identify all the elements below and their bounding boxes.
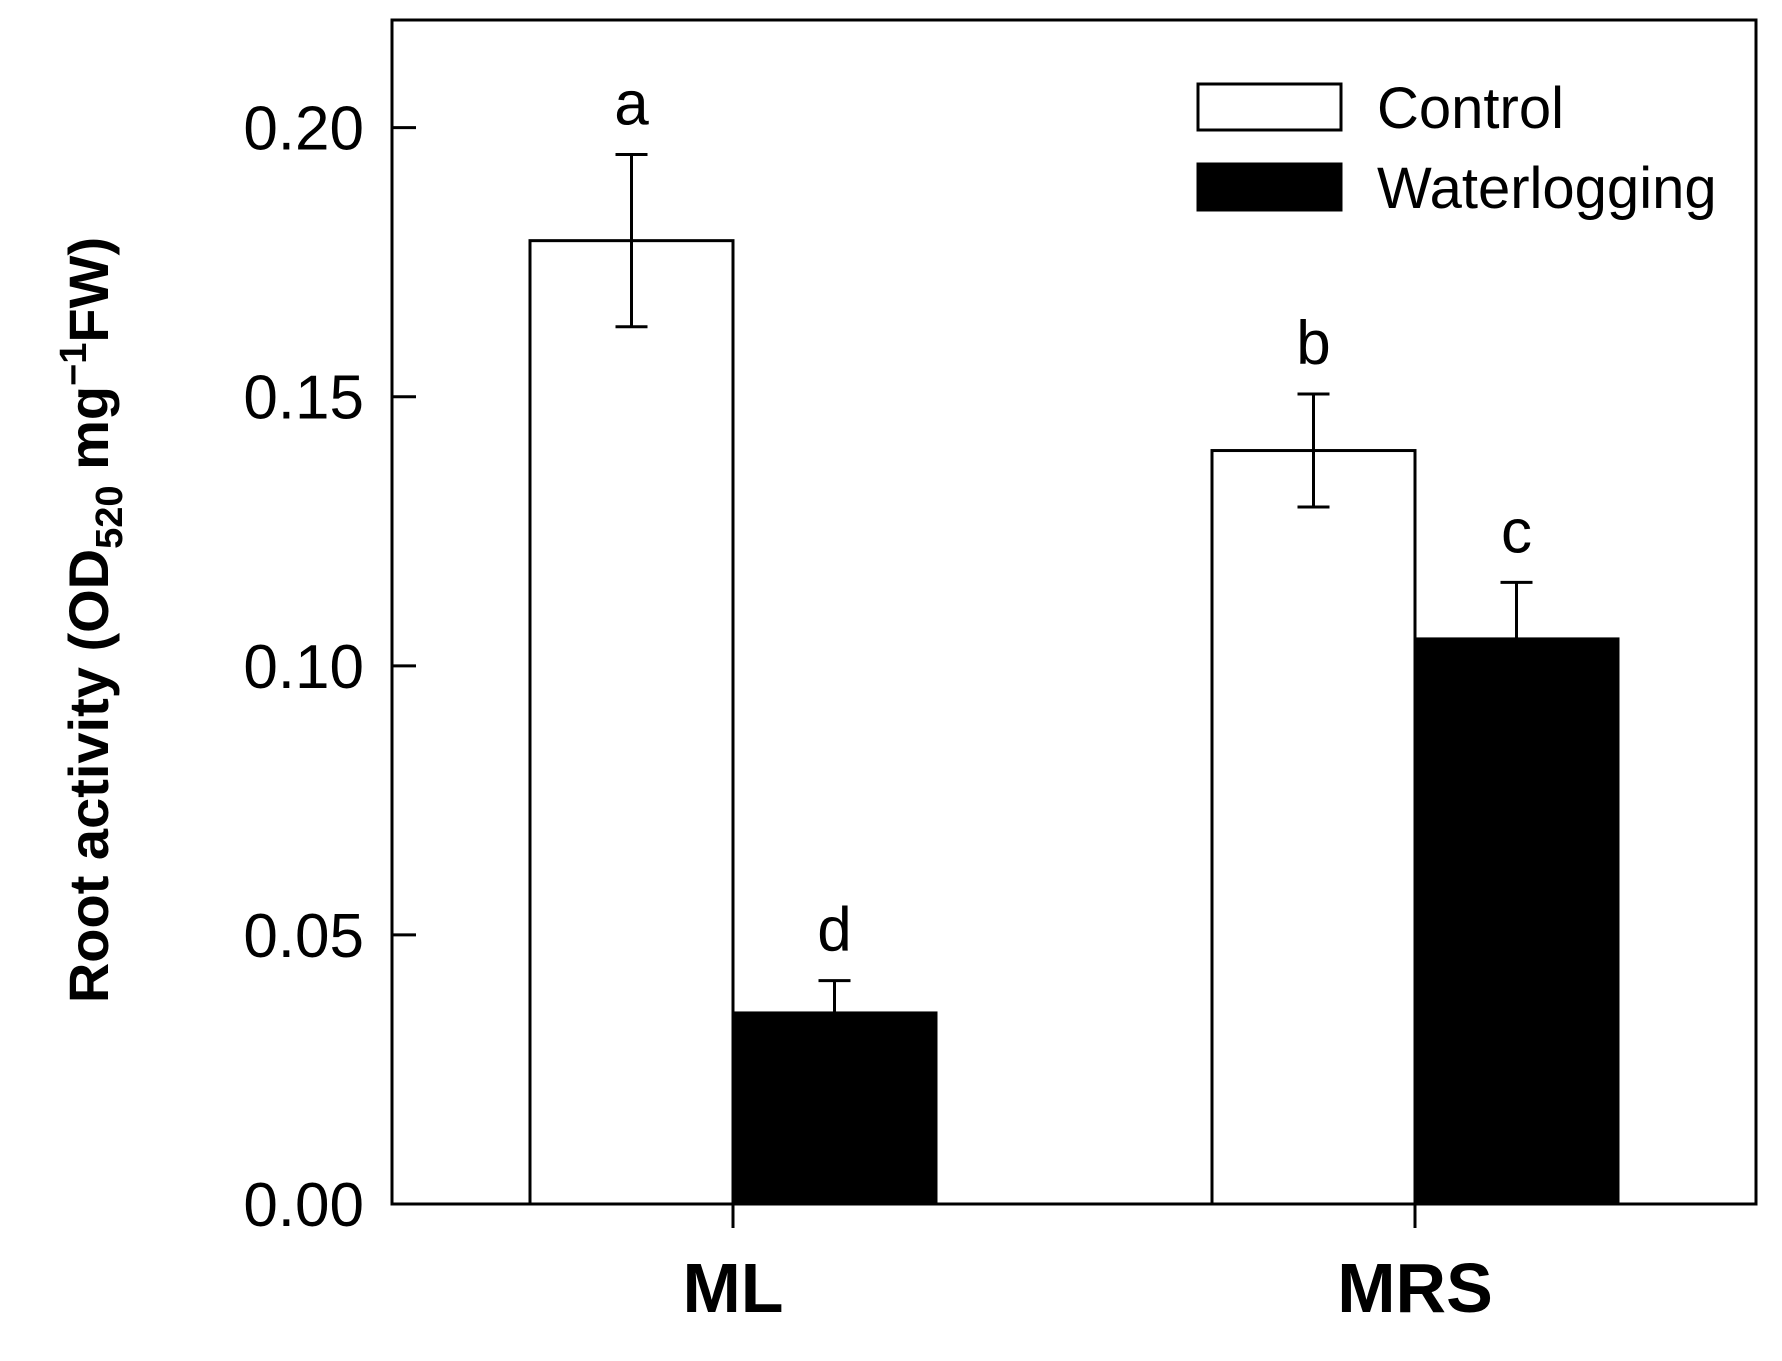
x-tick-label-ml: ML — [682, 1249, 783, 1327]
legend: Control Waterlogging — [1196, 76, 1717, 221]
significance-letter-control-mrs: b — [1296, 309, 1330, 378]
bar-waterlogging-ml — [731, 1011, 938, 1206]
y-axis-label: Root activity (OD520 mg−1FW) — [53, 237, 131, 1003]
y-axis-label-superscript: −1 — [53, 343, 95, 386]
significance-letter-control-ml: a — [614, 70, 649, 139]
x-tick-label-mrs: MRS — [1337, 1249, 1493, 1327]
y-tick-label: 0.20 — [243, 95, 364, 164]
significance-letter-waterlogging-ml: d — [817, 896, 851, 965]
significance-letters-layer: a d b c — [614, 70, 1532, 965]
y-axis-label-subscript: 520 — [89, 485, 131, 548]
y-tick-label: 0.15 — [243, 364, 364, 433]
x-axis: ML MRS — [682, 1204, 1493, 1327]
bar-waterlogging-mrs — [1413, 637, 1620, 1206]
y-axis-label-unit: mg — [57, 386, 120, 486]
bar-control-ml — [528, 239, 735, 1206]
legend-swatch-waterlogging — [1196, 162, 1343, 212]
y-axis-label-main: Root activity (OD — [57, 549, 120, 1003]
error-bar-waterlogging-mrs — [1500, 580, 1533, 639]
error-bar-waterlogging-ml — [818, 979, 851, 1013]
y-tick-label: 0.10 — [243, 633, 364, 702]
significance-letter-waterlogging-mrs: c — [1501, 497, 1532, 566]
plot-frame — [390, 18, 1758, 1206]
y-tick-label: 0.00 — [243, 1171, 364, 1240]
bar-control-mrs — [1210, 449, 1417, 1206]
error-bars-layer — [615, 153, 1533, 1013]
y-axis: 0.00 0.05 0.10 0.15 0.20 — [243, 95, 416, 1240]
y-axis-label-unit-post: FW) — [57, 237, 120, 343]
y-tick-label: 0.05 — [243, 902, 364, 971]
legend-label-control: Control — [1377, 76, 1564, 141]
error-bar-control-ml — [615, 153, 648, 329]
legend-swatch-control — [1196, 82, 1343, 132]
legend-label-waterlogging: Waterlogging — [1377, 156, 1717, 221]
bars-layer — [528, 239, 1620, 1206]
error-bar-control-mrs — [1297, 392, 1330, 509]
